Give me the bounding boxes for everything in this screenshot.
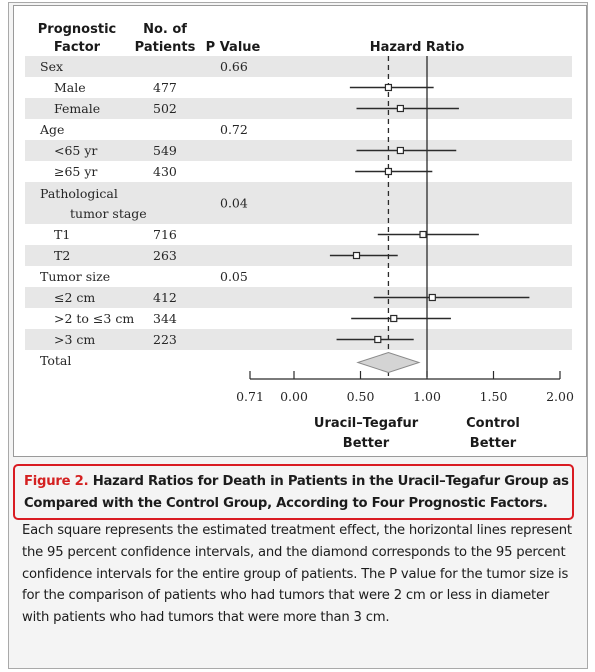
x-tick-label: 1.50 (480, 389, 508, 404)
patient-count: 549 (153, 143, 177, 158)
header-patients-line2: Patients (135, 40, 196, 55)
row-label: Sex (40, 59, 63, 74)
x-label-left-line2: Better (343, 436, 390, 451)
x-tick-label: 2.00 (546, 389, 574, 404)
x-axis-break-label: 0.71 (236, 389, 264, 404)
header-hazard-ratio: Hazard Ratio (370, 40, 465, 55)
caption-title-box: Figure 2. Hazard Ratios for Death in Pat… (13, 464, 574, 520)
patient-count: 477 (153, 80, 177, 95)
header-factor-line2: Factor (54, 40, 101, 55)
estimate-square (419, 230, 427, 239)
x-label-right-line2: Better (470, 436, 517, 451)
patient-count: 716 (153, 227, 177, 242)
row-label: >2 to ≤3 cm (54, 311, 134, 326)
estimate-square (396, 146, 404, 155)
row-stripe (25, 182, 572, 224)
patient-count: 263 (153, 248, 177, 263)
row-stripe (25, 56, 572, 77)
row-label: >3 cm (54, 332, 95, 347)
patient-count: 502 (153, 101, 177, 116)
patient-count: 412 (153, 290, 177, 305)
row-label-line2: tumor stage (70, 206, 147, 221)
overall-diamond (356, 351, 421, 374)
caption-body: Each square represents the estimated tre… (22, 523, 572, 626)
row-label: Total (40, 353, 71, 368)
x-tick-label: 0.00 (280, 389, 308, 404)
patient-count: 430 (153, 164, 177, 179)
row-label: Age (39, 122, 64, 137)
row-stripe (25, 140, 572, 161)
estimate-square (390, 314, 398, 323)
p-value: 0.05 (220, 269, 248, 284)
row-label: Female (54, 101, 100, 116)
row-label: Tumor size (40, 269, 110, 284)
figure-label: Figure 2. (24, 474, 89, 489)
x-tick-label: 1.00 (413, 389, 441, 404)
patient-count: 344 (153, 311, 177, 326)
patient-count: 223 (153, 332, 177, 347)
row-label: ≤2 cm (54, 290, 95, 305)
x-tick-label: 0.50 (347, 389, 375, 404)
forest-plot-canvas: Prognostic Factor No. of Patients P Value Haz… (25, 22, 574, 451)
estimate-square (384, 167, 393, 176)
row-label: <65 yr (54, 143, 97, 158)
x-label-left-line1: Uracil–Tegafur (314, 416, 419, 431)
estimate-square (384, 83, 393, 92)
caption-title-text: Hazard Ratios for Death in Patients in t… (24, 474, 569, 511)
estimate-square (374, 335, 382, 344)
row-label: T1 (54, 227, 70, 242)
row-stripe (25, 245, 572, 266)
row-stripe (25, 98, 572, 119)
row-stripe (25, 287, 572, 308)
row-label: T2 (54, 248, 70, 263)
caption-title: Figure 2. Hazard Ratios for Death in Pat… (24, 471, 569, 515)
estimate-square (396, 104, 404, 113)
forest-plot: Prognostic Factor No. of Patients P Value Haz… (13, 5, 587, 457)
estimate-square (352, 251, 361, 260)
p-value: 0.66 (220, 59, 248, 74)
row-label: Pathological (40, 186, 118, 201)
row-label: Male (54, 80, 86, 95)
p-value: 0.04 (220, 196, 248, 211)
header-patients-line1: No. of (143, 22, 187, 37)
row-label: ≥65 yr (54, 164, 97, 179)
header-pvalue: P Value (206, 40, 261, 55)
p-value: 0.72 (220, 122, 248, 137)
x-label-right-line1: Control (466, 416, 520, 431)
estimate-square (428, 293, 436, 302)
header-factor-line1: Prognostic (38, 22, 116, 37)
row-stripe (25, 329, 572, 350)
